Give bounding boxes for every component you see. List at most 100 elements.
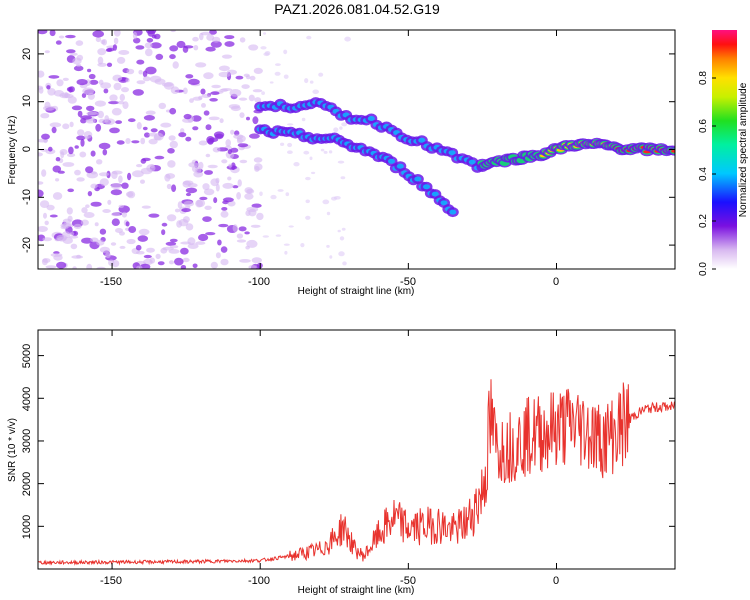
noise-speckle <box>178 132 187 138</box>
colorbar-ticks <box>712 77 716 270</box>
noise-speckle <box>263 32 267 35</box>
noise-speckle <box>98 142 111 150</box>
noise-speckle <box>241 84 250 89</box>
noise-speckle <box>68 235 79 239</box>
noise-speckle <box>96 159 103 165</box>
snr-frame <box>37 329 676 570</box>
top-xtick-label: -100 <box>248 276 270 288</box>
noise-speckle <box>96 266 106 269</box>
noise-speckle <box>43 212 47 219</box>
noise-speckle <box>97 56 104 65</box>
noise-speckle <box>161 222 168 227</box>
noise-speckle <box>146 247 155 253</box>
noise-speckle <box>220 246 228 253</box>
noise-speckle <box>69 121 74 128</box>
noise-speckle <box>112 74 123 82</box>
noise-speckle <box>220 258 229 266</box>
noise-speckle <box>135 45 145 50</box>
noise-speckle <box>157 261 165 266</box>
noise-speckle <box>158 102 167 110</box>
noise-speckle <box>326 211 331 216</box>
ridge-peak <box>671 149 675 153</box>
noise-speckle <box>38 70 45 78</box>
noise-speckle <box>303 150 310 155</box>
noise-speckle <box>113 30 121 37</box>
noise-speckle <box>113 37 119 45</box>
noise-speckle <box>277 189 284 192</box>
ridge-core <box>414 176 422 182</box>
noise-speckle <box>206 136 215 144</box>
noise-speckle <box>337 160 345 164</box>
noise-speckle <box>225 151 235 159</box>
noise-speckle <box>90 237 99 243</box>
noise-speckle <box>100 39 106 45</box>
noise-speckle <box>214 133 224 140</box>
noise-speckle <box>236 233 244 239</box>
noise-speckle <box>188 78 200 85</box>
noise-speckle <box>69 231 75 236</box>
noise-speckle <box>76 54 84 61</box>
noise-speckle <box>72 266 77 269</box>
noise-speckle <box>50 253 63 257</box>
noise-speckle <box>238 97 248 101</box>
noise-speckle <box>256 212 264 221</box>
top-ytick-label: 0 <box>21 146 33 152</box>
noise-speckle <box>110 183 122 190</box>
noise-speckle <box>98 172 110 177</box>
noise-speckle <box>284 250 288 255</box>
noise-speckle <box>205 153 211 158</box>
noise-speckle <box>177 201 183 209</box>
ridge-core <box>440 200 448 206</box>
noise-speckle <box>66 207 73 215</box>
noise-speckle <box>338 251 345 257</box>
noise-speckle <box>195 62 207 68</box>
noise-speckle <box>170 86 180 94</box>
noise-speckle <box>52 165 62 173</box>
noise-speckle <box>160 247 168 254</box>
noise-speckle <box>146 38 154 43</box>
noise-speckle <box>58 35 65 39</box>
noise-speckle <box>42 258 51 263</box>
noise-speckle <box>42 237 52 242</box>
noise-speckle <box>182 257 190 263</box>
noise-speckle <box>143 115 155 121</box>
noise-speckle <box>111 218 120 226</box>
spectrogram-ticks <box>38 30 675 269</box>
noise-speckle <box>155 253 161 260</box>
noise-speckle <box>213 197 218 204</box>
ridge-core <box>449 209 457 215</box>
ridge-core <box>468 159 476 165</box>
noise-speckle <box>94 100 106 107</box>
top-xtick-label: -50 <box>400 276 416 288</box>
noise-speckle <box>67 188 74 193</box>
noise-speckle <box>204 205 212 210</box>
noise-speckle <box>99 246 110 253</box>
noise-speckle <box>217 239 222 246</box>
ridge-core <box>423 184 430 190</box>
noise-speckle <box>274 71 281 76</box>
noise-speckle <box>132 170 144 178</box>
noise-speckle <box>191 165 199 173</box>
noise-speckle <box>169 54 176 60</box>
noise-speckle <box>221 159 228 164</box>
noise-speckle <box>187 243 199 250</box>
noise-speckle <box>218 223 229 228</box>
noise-speckle <box>52 192 63 200</box>
noise-speckle <box>341 227 346 231</box>
noise-speckle <box>261 91 265 95</box>
noise-speckle <box>246 239 258 248</box>
noise-speckle <box>251 257 262 264</box>
noise-speckle <box>76 79 88 86</box>
noise-speckle <box>145 30 157 35</box>
noise-speckle <box>144 132 150 138</box>
bottom-xtick-label: -50 <box>400 575 416 587</box>
noise-speckle <box>86 263 93 269</box>
noise-speckle <box>85 204 90 208</box>
noise-speckle <box>56 79 64 87</box>
noise-speckle <box>287 123 294 126</box>
noise-speckle <box>182 118 194 123</box>
noise-speckle <box>132 89 144 96</box>
noise-speckle <box>254 97 262 103</box>
noise-speckle <box>62 218 72 224</box>
noise-speckle <box>210 91 220 95</box>
